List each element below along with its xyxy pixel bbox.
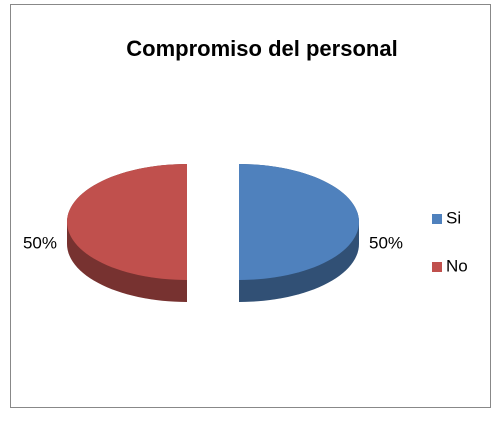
data-label: 50% (23, 233, 57, 252)
chart-title: Compromiso del personal (126, 36, 397, 61)
pie-slice (239, 164, 359, 280)
legend-swatch (432, 214, 442, 224)
legend-label: No (446, 256, 468, 275)
legend-swatch (432, 262, 442, 272)
data-label: 50% (369, 233, 403, 252)
legend-label: Si (446, 208, 461, 227)
pie-slice (67, 164, 187, 280)
